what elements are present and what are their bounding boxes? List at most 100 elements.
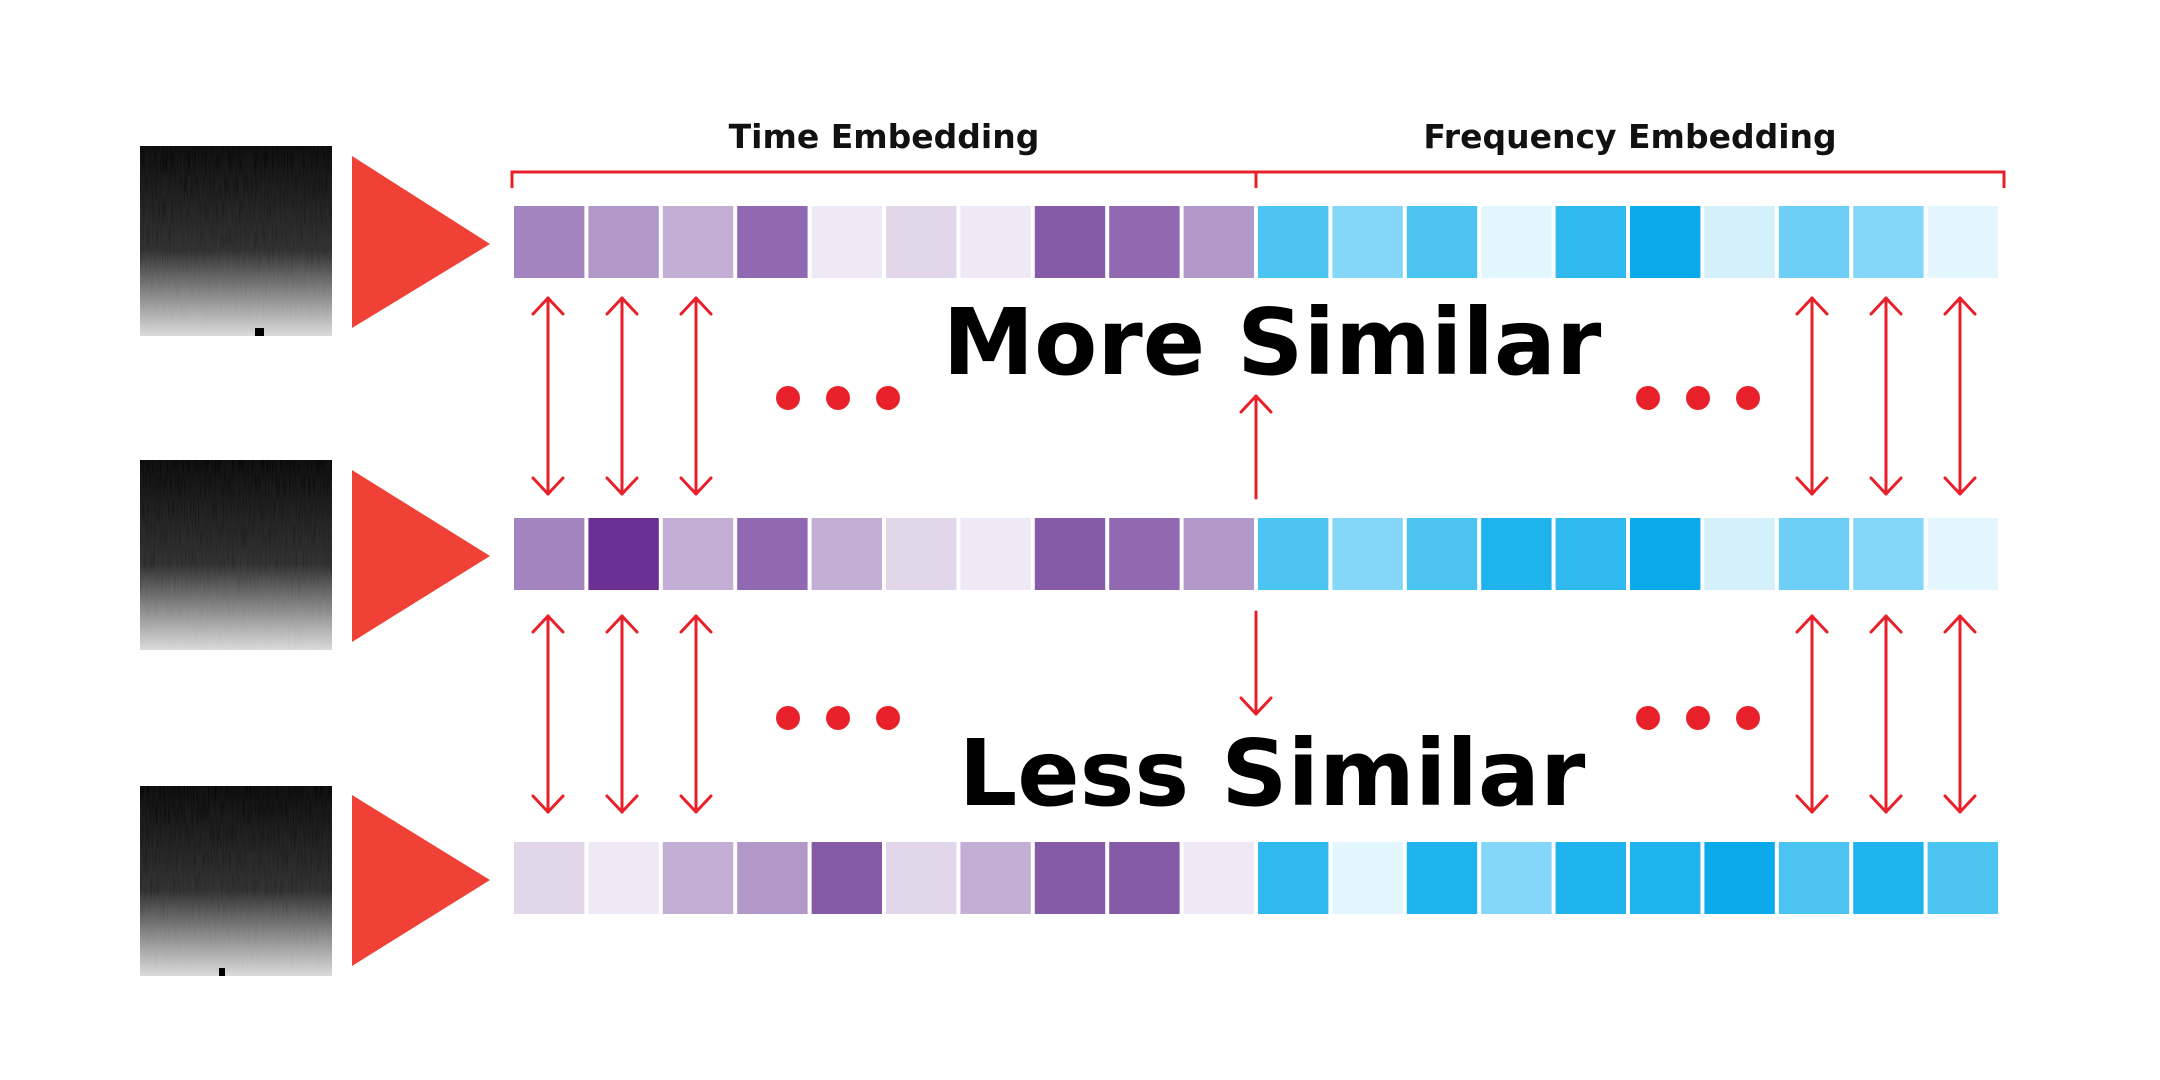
ellipsis-icon (1636, 386, 1760, 410)
encoder-triangle-icon (352, 795, 490, 966)
frequency-embedding-cell (1704, 842, 1775, 914)
less-similar-label: Less Similar (959, 720, 1586, 827)
frequency-embedding-cell (1332, 518, 1403, 590)
arrow-down-icon (1239, 610, 1273, 716)
more-similar-label: More Similar (943, 289, 1602, 396)
embedding-row (514, 518, 1998, 590)
spectrogram-icon (140, 786, 332, 976)
ellipses (776, 386, 1760, 730)
double-arrow-icon (1943, 614, 1977, 814)
frequency-embedding-cell (1704, 518, 1775, 590)
frequency-embedding-cell (1927, 518, 1998, 590)
embedding-row (514, 206, 1998, 278)
time-embedding-cell (1183, 518, 1254, 590)
time-embedding-cell (811, 206, 882, 278)
time-embedding-cell (514, 206, 585, 278)
time-embedding-cell (588, 518, 659, 590)
frequency-embedding-cell (1332, 842, 1403, 914)
frequency-embedding-cell (1630, 842, 1701, 914)
double-arrow-icon (1795, 614, 1829, 814)
time-embedding-label: Time Embedding (729, 117, 1040, 156)
time-embedding-cell (811, 518, 882, 590)
time-embedding-cell (1034, 206, 1106, 278)
time-embedding-cell (1109, 206, 1180, 278)
frequency-embedding-cell (1406, 206, 1478, 278)
encoder-triangle-icon (352, 470, 490, 642)
double-arrow-icon (605, 296, 639, 496)
double-arrow-icon (1943, 296, 1977, 496)
frequency-embedding-cell (1258, 842, 1329, 914)
encoders (352, 156, 490, 966)
frequency-embedding-cell (1406, 518, 1478, 590)
time-embedding-cell (514, 842, 585, 914)
time-embedding-cell (1183, 842, 1254, 914)
frequency-embedding-cell (1778, 206, 1850, 278)
time-embedding-cell (1034, 518, 1106, 590)
frequency-embedding-label: Frequency Embedding (1423, 117, 1836, 156)
frequency-embedding-cell (1555, 842, 1626, 914)
frequency-embedding-cell (1555, 518, 1626, 590)
frequency-embedding-cell (1630, 518, 1701, 590)
frequency-embedding-bracket (1254, 170, 2006, 188)
spectrogram-icon (140, 146, 332, 336)
embedding-row (514, 842, 1998, 914)
ellipsis-icon (776, 706, 900, 730)
frequency-embedding-cell (1853, 518, 1924, 590)
double-arrow-icon (679, 614, 713, 814)
double-arrow-icon (531, 614, 565, 814)
comparison-arrows (531, 296, 1977, 814)
time-embedding-cell (662, 518, 734, 590)
frequency-embedding-cell (1481, 518, 1552, 590)
ellipsis-icon (776, 386, 900, 410)
double-arrow-icon (1869, 614, 1903, 814)
time-embedding-cell (662, 842, 734, 914)
time-embedding-cell (960, 206, 1031, 278)
time-embedding-cell (737, 206, 808, 278)
time-embedding-cell (1109, 518, 1180, 590)
frequency-embedding-cell (1332, 206, 1403, 278)
frequency-embedding-cell (1481, 842, 1552, 914)
time-embedding-cell (662, 206, 734, 278)
frequency-embedding-cell (1778, 842, 1850, 914)
spectrogram-icon (140, 460, 332, 650)
frequency-embedding-cell (1258, 518, 1329, 590)
frequency-embedding-cell (1853, 206, 1924, 278)
time-embedding-cell (588, 206, 659, 278)
encoder-triangle-icon (352, 156, 490, 328)
frequency-embedding-cell (1406, 842, 1478, 914)
time-embedding-cell (588, 842, 659, 914)
time-embedding-bracket (510, 170, 1258, 188)
frequency-embedding-cell (1927, 842, 1998, 914)
double-arrow-icon (679, 296, 713, 496)
time-embedding-cell (737, 842, 808, 914)
embedding-rows (514, 206, 1998, 914)
time-embedding-cell (960, 518, 1031, 590)
spectrogram-inputs (140, 146, 332, 976)
frequency-embedding-cell (1555, 206, 1626, 278)
time-embedding-cell (1034, 842, 1106, 914)
time-embedding-cell (886, 842, 957, 914)
ellipsis-icon (1636, 706, 1760, 730)
time-embedding-cell (1109, 842, 1180, 914)
frequency-embedding-cell (1778, 518, 1850, 590)
frequency-embedding-cell (1704, 206, 1775, 278)
double-arrow-icon (605, 614, 639, 814)
double-arrow-icon (1795, 296, 1829, 496)
time-embedding-cell (514, 518, 585, 590)
frequency-embedding-cell (1258, 206, 1329, 278)
arrow-up-icon (1239, 394, 1273, 500)
frequency-embedding-cell (1927, 206, 1998, 278)
time-embedding-cell (960, 842, 1031, 914)
section-headers: Time Embedding Frequency Embedding (510, 117, 2006, 188)
double-arrow-icon (1869, 296, 1903, 496)
time-embedding-cell (811, 842, 882, 914)
time-embedding-cell (886, 518, 957, 590)
time-embedding-cell (737, 518, 808, 590)
double-arrow-icon (531, 296, 565, 496)
time-embedding-cell (886, 206, 957, 278)
time-embedding-cell (1183, 206, 1254, 278)
frequency-embedding-cell (1630, 206, 1701, 278)
frequency-embedding-cell (1481, 206, 1552, 278)
frequency-embedding-cell (1853, 842, 1924, 914)
